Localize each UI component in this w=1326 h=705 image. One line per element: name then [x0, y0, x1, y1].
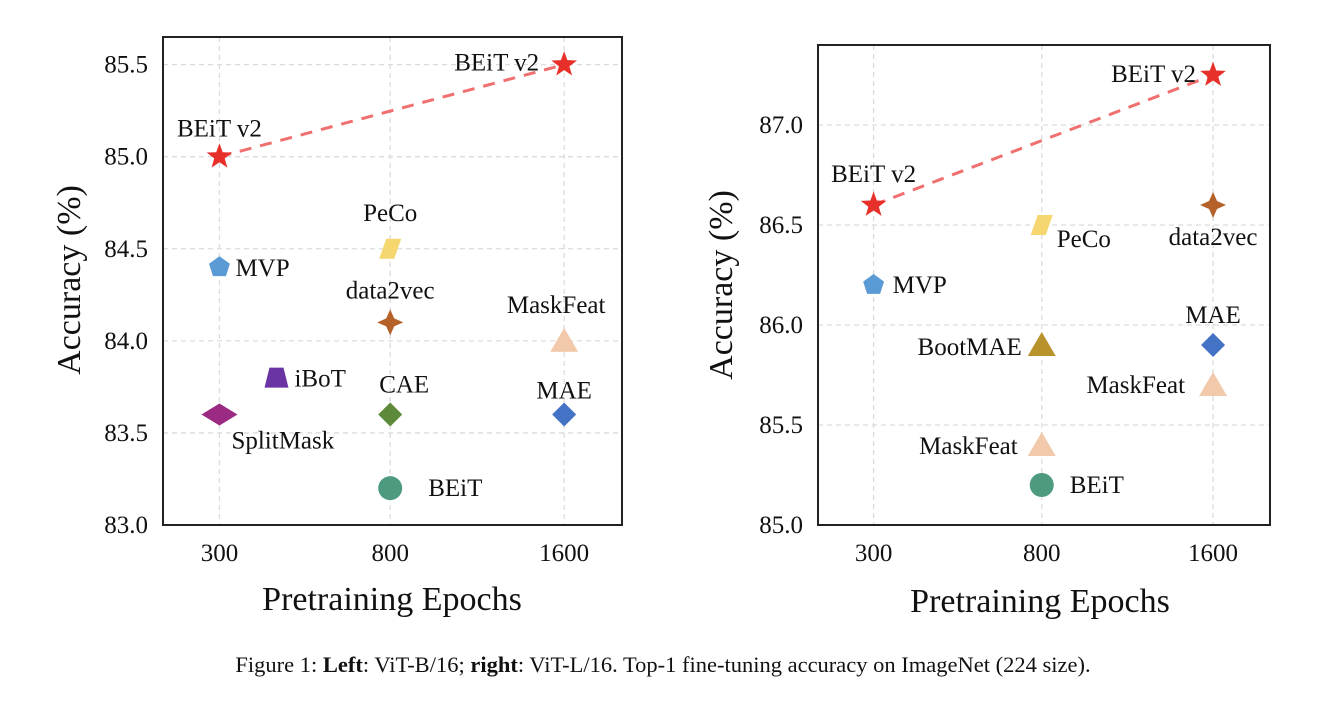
right-y-axis-title: Accuracy (%)	[703, 190, 740, 380]
beit-v2-trend-line	[219, 63, 565, 159]
point-beit-v2-star-marker	[206, 143, 233, 168]
point-beit-circle-marker	[378, 476, 403, 501]
caption-prefix: Figure 1:	[235, 652, 323, 677]
y-tick-label: 84.5	[104, 236, 148, 263]
point-label-beit: BEiT	[1070, 472, 1124, 499]
point-label-beit: BEiT	[428, 475, 482, 502]
point-label-mvp: MVP	[235, 255, 289, 282]
point-data2vec-four-point-star-marker	[377, 309, 404, 336]
point-beit-v2-star-marker	[860, 191, 887, 216]
plot-frame	[162, 36, 623, 526]
x-tick-label: 300	[855, 540, 893, 567]
point-label-peco: PeCo	[363, 200, 417, 227]
figure-caption: Figure 1: Left: ViT-B/16; right: ViT-L/1…	[235, 652, 1090, 677]
y-tick-label: 83.0	[104, 512, 148, 539]
point-maskfeat-triangle-marker	[1199, 372, 1228, 396]
y-tick-label: 85.5	[759, 412, 803, 439]
point-cae-diamond-marker	[378, 402, 403, 427]
point-mae-diamond-marker	[552, 402, 577, 427]
point-peco-parallelogram-marker	[1030, 215, 1053, 235]
y-tick-label: 87.0	[759, 112, 803, 139]
left-y-axis-title: Accuracy (%)	[51, 185, 88, 375]
point-label-peco: PeCo	[1057, 226, 1111, 253]
y-tick-label: 86.5	[759, 212, 803, 239]
caption-left-bold: Left	[323, 652, 363, 677]
point-bootmae-triangle-marker	[1027, 332, 1056, 356]
point-label-splitmask: SplitMask	[231, 428, 334, 455]
y-tick-label: 86.0	[759, 312, 803, 339]
point-label-bootmae: BootMAE	[918, 334, 1022, 361]
y-tick-label: 85.0	[104, 144, 148, 171]
point-label-data2vec: data2vec	[1169, 224, 1258, 251]
point-label-mae: MAE	[1185, 302, 1241, 329]
point-beit-v2-star-marker	[551, 51, 578, 76]
point-mvp-pentagon-marker	[863, 274, 885, 294]
point-label-mae: MAE	[536, 378, 592, 405]
y-tick-label: 85.0	[759, 512, 803, 539]
right-x-axis-title: Pretraining Epochs	[910, 583, 1170, 620]
right-chart-vit-l: 85.0 85.5 86.0 86.5 87.0 300 800 1600 BEiT v2 BEi…	[759, 44, 1271, 567]
point-beit-v2-star-marker	[1200, 61, 1226, 86]
left-x-axis-title: Pretraining Epochs	[262, 581, 522, 618]
point-mae-diamond-marker	[1201, 333, 1226, 357]
x-tick-label: 1600	[1188, 540, 1238, 567]
point-label-maskfeat: MaskFeat	[919, 433, 1018, 460]
point-peco-parallelogram-marker	[379, 238, 402, 259]
point-splitmask-wide-diamond-marker	[201, 403, 238, 426]
point-maskfeat-triangle-marker	[1027, 432, 1056, 456]
x-tick-label: 300	[201, 540, 239, 567]
y-tick-label: 85.5	[104, 52, 148, 79]
point-label-maskfeat: MaskFeat	[1086, 372, 1185, 399]
point-label-beit-v2: BEiT v2	[454, 50, 539, 77]
point-label-beit-v2: BEiT v2	[1111, 61, 1196, 88]
left-chart-vit-b: 83.0 83.5 84.0 84.5 85.0 85.5 300 800 1600 BEiT v…	[104, 36, 623, 567]
plot-frame	[817, 44, 1271, 526]
y-tick-label: 83.5	[104, 420, 148, 447]
point-label-data2vec: data2vec	[346, 277, 435, 304]
point-label-ibot: iBoT	[294, 366, 345, 393]
point-beit-circle-marker	[1029, 473, 1054, 497]
x-tick-label: 1600	[539, 540, 589, 567]
caption-right-text: : ViT-L/16. Top-1 fine-tuning accuracy o…	[518, 652, 1091, 677]
y-tick-label: 84.0	[104, 328, 148, 355]
beit-v2-trend-line	[873, 73, 1214, 207]
caption-right-bold: right	[470, 652, 518, 677]
point-label-beit-v2: BEiT v2	[831, 161, 916, 188]
point-label-maskfeat: MaskFeat	[507, 292, 606, 319]
point-ibot-trapezoid-marker	[264, 367, 289, 388]
point-label-cae: CAE	[379, 372, 429, 399]
point-maskfeat-triangle-marker	[550, 327, 579, 352]
point-label-mvp: MVP	[893, 272, 947, 299]
point-data2vec-four-point-star-marker	[1200, 192, 1227, 218]
x-tick-label: 800	[1023, 540, 1061, 567]
x-tick-label: 800	[371, 540, 409, 567]
point-mvp-pentagon-marker	[208, 256, 230, 277]
point-label-beit-v2: BEiT v2	[177, 116, 262, 143]
caption-left-text: : ViT-B/16;	[363, 652, 470, 677]
